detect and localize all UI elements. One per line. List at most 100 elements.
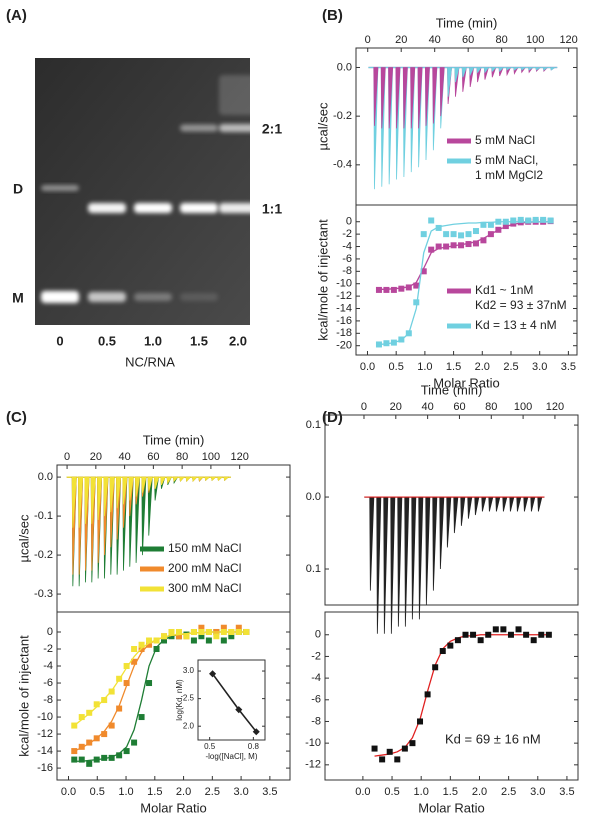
x-axis-label: Time (min) bbox=[421, 382, 483, 397]
lane-label: 0.5 bbox=[98, 333, 116, 348]
x-tick-label: 2.0 bbox=[176, 786, 191, 798]
data-point bbox=[220, 637, 227, 644]
panel-label: (D) bbox=[322, 409, 343, 426]
x-tick-label: 2.5 bbox=[205, 786, 220, 798]
y-tick-label: -0.1 bbox=[34, 510, 53, 522]
data-point bbox=[465, 231, 472, 238]
y-tick-label: -18 bbox=[336, 327, 352, 339]
y-tick-label: -10 bbox=[305, 737, 321, 749]
data-point bbox=[153, 637, 160, 644]
injection-peak bbox=[502, 496, 508, 512]
y-tick-label: 0.0 bbox=[337, 61, 352, 73]
injection-peak bbox=[483, 67, 490, 74]
data-point bbox=[401, 745, 408, 752]
injection-peak bbox=[210, 476, 217, 481]
data-point bbox=[472, 240, 479, 247]
injection-peak bbox=[404, 496, 410, 627]
injection-peak bbox=[467, 496, 473, 519]
y-tick-label: -14 bbox=[336, 302, 352, 314]
data-point bbox=[138, 641, 145, 648]
data-point bbox=[545, 631, 552, 638]
y-axis-label: kcal/mole of injectant bbox=[315, 219, 330, 341]
data-point bbox=[454, 637, 461, 644]
data-point bbox=[450, 231, 457, 238]
data-point bbox=[510, 217, 517, 224]
y-axis-label: kcal/mole of injectant bbox=[16, 635, 31, 757]
gel-image bbox=[35, 58, 250, 325]
data-point bbox=[175, 633, 182, 640]
y-tick-label: 0.1 bbox=[306, 419, 321, 431]
data-point bbox=[465, 241, 472, 248]
injection-peak bbox=[461, 67, 467, 78]
data-point bbox=[398, 285, 405, 292]
y-tick-label: 0 bbox=[315, 629, 321, 641]
x-axis-label: Time (min) bbox=[143, 432, 205, 447]
injection-peak bbox=[491, 67, 497, 72]
data-point bbox=[447, 642, 454, 649]
gel-band bbox=[180, 293, 218, 301]
injection-peak bbox=[71, 476, 77, 528]
x-tick-label: 2.0 bbox=[475, 361, 490, 373]
injection-peak bbox=[369, 496, 375, 591]
lane-label: 0 bbox=[56, 333, 63, 348]
data-point bbox=[472, 228, 479, 235]
y-tick-label: 0.1 bbox=[306, 563, 321, 575]
legend-label: 200 mM NaCl bbox=[168, 561, 242, 575]
x-tick-label: 60 bbox=[147, 451, 159, 463]
gel-band bbox=[88, 292, 126, 302]
data-point bbox=[168, 628, 175, 635]
data-point bbox=[86, 760, 93, 767]
y-tick-label: 2.0 bbox=[183, 721, 195, 730]
x-axis-label: Molar Ratio bbox=[418, 800, 484, 815]
injection-peak bbox=[530, 496, 536, 512]
x-tick-label: 0.0 bbox=[355, 786, 370, 798]
data-point bbox=[424, 691, 431, 698]
x-tick-label: 0.0 bbox=[61, 786, 76, 798]
data-point bbox=[71, 756, 78, 763]
data-point bbox=[190, 628, 197, 635]
data-point bbox=[213, 633, 220, 640]
fit-curve bbox=[73, 631, 247, 752]
fit-curve bbox=[74, 631, 247, 762]
x-tick-label: 40 bbox=[429, 34, 441, 46]
y-tick-label: 2.5 bbox=[183, 694, 195, 703]
data-point bbox=[502, 218, 509, 225]
data-point bbox=[252, 728, 260, 736]
data-point bbox=[161, 633, 168, 640]
data-point bbox=[517, 216, 524, 223]
data-point bbox=[375, 341, 382, 348]
data-point bbox=[153, 646, 160, 653]
injection-peak bbox=[376, 496, 382, 634]
data-point bbox=[439, 648, 446, 655]
x-tick-label: 60 bbox=[453, 401, 465, 413]
data-point bbox=[101, 754, 108, 761]
gel-band bbox=[41, 185, 79, 191]
data-point bbox=[168, 633, 175, 640]
data-point bbox=[443, 231, 450, 238]
injection-peak bbox=[469, 67, 475, 77]
y-tick-label: -6 bbox=[43, 677, 53, 689]
panel-label: (B) bbox=[322, 7, 343, 24]
x-tick-label: 40 bbox=[118, 451, 130, 463]
plot-frame bbox=[355, 204, 578, 356]
y-axis-label: µcal/sec bbox=[315, 102, 330, 150]
y-tick-label: -2 bbox=[311, 650, 321, 662]
data-point bbox=[108, 754, 115, 761]
data-point bbox=[175, 628, 182, 635]
data-point bbox=[78, 714, 85, 721]
injection-peak bbox=[523, 496, 529, 512]
injection-peak bbox=[425, 496, 431, 606]
data-point bbox=[93, 756, 100, 763]
injection-peak bbox=[380, 67, 386, 129]
data-point bbox=[458, 232, 465, 239]
data-point bbox=[86, 709, 93, 716]
x-tick-label: 0 bbox=[64, 451, 70, 463]
data-point bbox=[435, 224, 442, 231]
y-axis-label: log(Kd, nM) bbox=[175, 679, 184, 721]
y-tick-label: 0 bbox=[47, 626, 53, 638]
injection-peak bbox=[141, 476, 147, 493]
data-point bbox=[383, 286, 390, 293]
x-tick-label: 0.5 bbox=[389, 361, 404, 373]
data-point bbox=[146, 637, 153, 644]
